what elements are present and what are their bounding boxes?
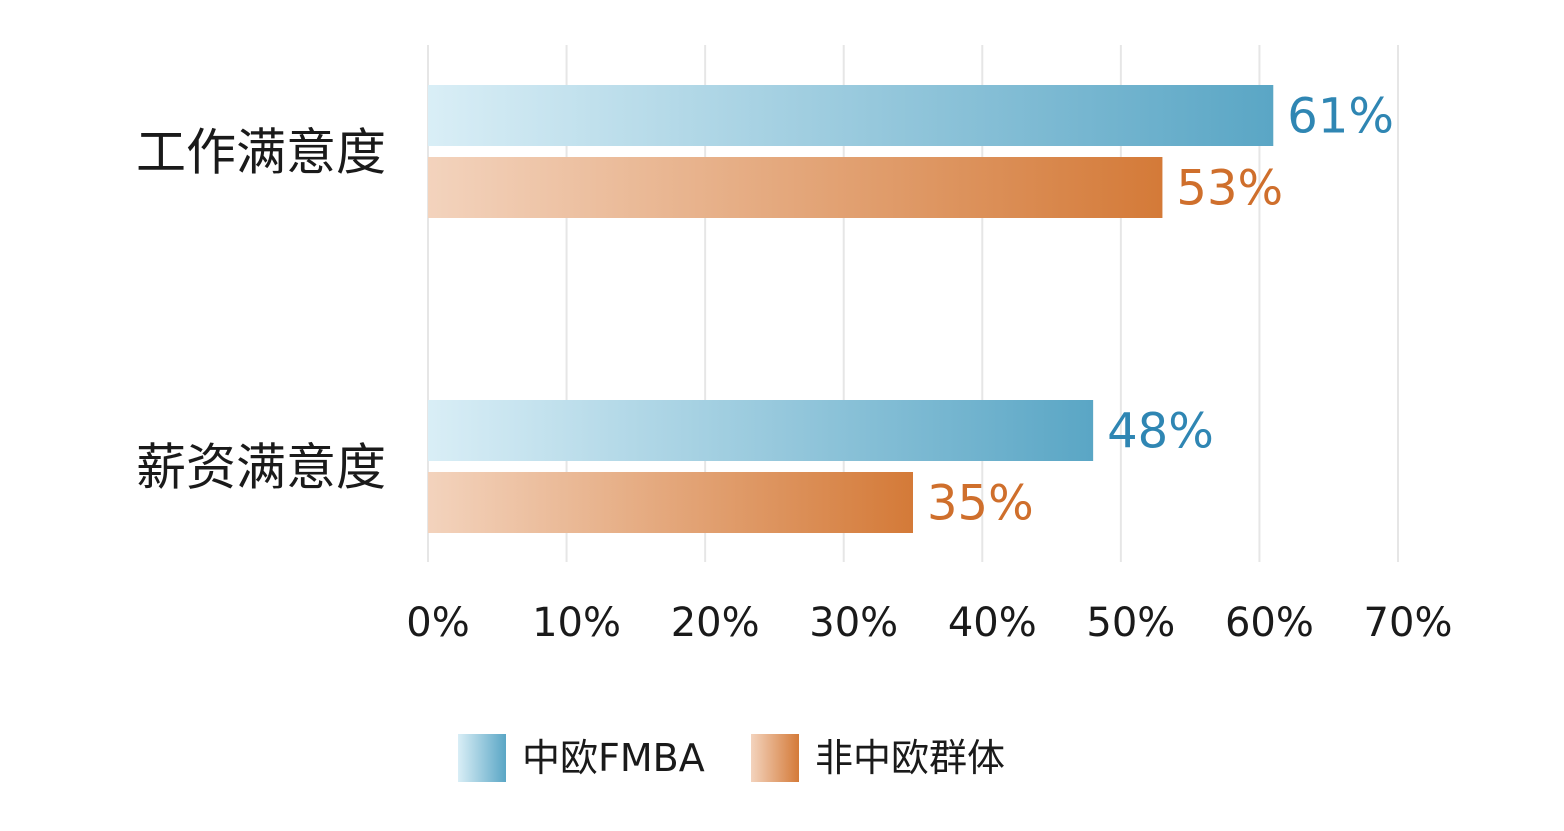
legend-swatch (751, 734, 799, 782)
category-label: 薪资满意度 (136, 439, 386, 497)
tick-label: 20% (671, 600, 760, 646)
data-label: 61% (1287, 89, 1394, 145)
tick-label: 40% (948, 600, 1037, 646)
legend-swatch (458, 734, 506, 782)
bars (428, 85, 1274, 533)
tick-label: 50% (1086, 600, 1175, 646)
tick-label: 10% (532, 600, 621, 646)
bar (428, 472, 913, 533)
tick-label: 0% (406, 600, 469, 646)
bar (428, 85, 1274, 146)
tick-label: 70% (1364, 600, 1453, 646)
x-axis-ticks: 0% 10% 20% 30% 40% 50% 60% 70% (406, 600, 1452, 646)
category-label: 工作满意度 (136, 124, 386, 182)
data-label: 53% (1176, 161, 1283, 217)
data-label: 35% (927, 476, 1034, 532)
legend-label: 非中欧群体 (815, 736, 1005, 780)
legend: 中欧FMBA 非中欧群体 (458, 734, 1005, 782)
bar (428, 400, 1094, 461)
value-labels: 61%53% 48% 35% (927, 89, 1394, 532)
legend-label: 中欧FMBA (522, 736, 705, 780)
data-label: 48% (1107, 404, 1214, 460)
tick-label: 60% (1225, 600, 1314, 646)
tick-label: 30% (809, 600, 898, 646)
bar (428, 157, 1163, 218)
